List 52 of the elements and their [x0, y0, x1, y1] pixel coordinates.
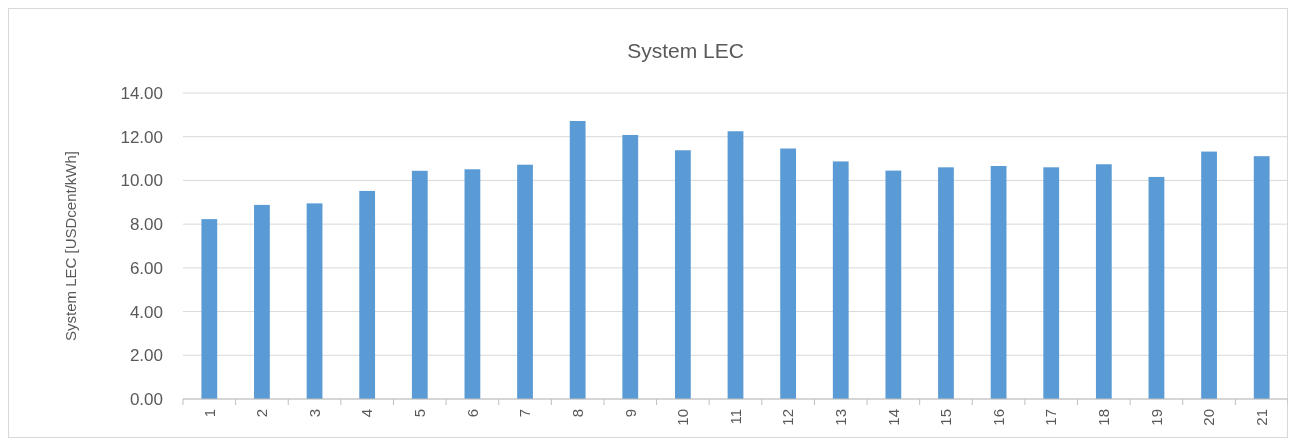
x-tick-label: 14: [884, 409, 902, 426]
bar: [832, 161, 849, 399]
x-tick-label: 20: [1200, 409, 1218, 426]
x-tick-label: 17: [1042, 409, 1060, 426]
bar: [359, 190, 376, 399]
bar: [780, 148, 797, 399]
bar: [464, 169, 481, 399]
bar: [938, 167, 954, 399]
chart-title: System LEC: [627, 39, 744, 62]
bar: [306, 203, 323, 399]
x-tick-label: 6: [463, 409, 481, 418]
bar: [674, 150, 691, 399]
x-tick-label: 4: [358, 409, 376, 418]
x-tick-label: 11: [726, 409, 744, 425]
x-tick-label: 2: [253, 409, 271, 418]
bar: [727, 131, 744, 399]
bar: [411, 170, 428, 399]
x-tick-label: 16: [989, 409, 1007, 426]
y-axis-title: System LEC [USDcent/kWh]: [62, 150, 79, 342]
bar: [1253, 156, 1270, 399]
bar: [201, 219, 218, 399]
x-tick-label: 10: [674, 409, 692, 426]
y-tick-label: 12.00: [120, 127, 163, 147]
x-tick-label: 5: [411, 409, 429, 418]
x-tick-label: 3: [305, 409, 323, 418]
x-tick-label: 8: [568, 409, 586, 418]
y-tick-label: 2.00: [129, 346, 163, 366]
y-tick-label: 6.00: [129, 258, 163, 278]
bar: [517, 164, 533, 399]
y-tick-label: 8.00: [129, 215, 163, 235]
bar: [622, 134, 639, 399]
bar: [1043, 167, 1060, 399]
x-tick-label: 1: [200, 409, 218, 418]
bar: [1148, 176, 1165, 399]
x-tick-label: 13: [831, 409, 849, 426]
y-tick-label: 14.00: [120, 83, 163, 103]
x-tick-label: 7: [516, 409, 534, 418]
bar: [990, 166, 1007, 399]
x-tick-label: 12: [779, 409, 797, 426]
bar: [1095, 164, 1112, 399]
y-tick-label: 4.00: [129, 302, 163, 322]
x-tick-label: 15: [937, 409, 955, 426]
y-tick-label: 10.00: [120, 171, 163, 191]
x-tick-label: 9: [621, 409, 639, 418]
bar: [254, 204, 270, 399]
bar: [569, 120, 586, 399]
x-tick-label: 19: [1147, 409, 1165, 426]
y-tick-label: 0.00: [129, 389, 163, 409]
x-tick-label: 21: [1252, 409, 1270, 426]
bar: [885, 170, 902, 399]
bar: [1201, 151, 1217, 399]
x-tick-label: 18: [1095, 409, 1113, 426]
